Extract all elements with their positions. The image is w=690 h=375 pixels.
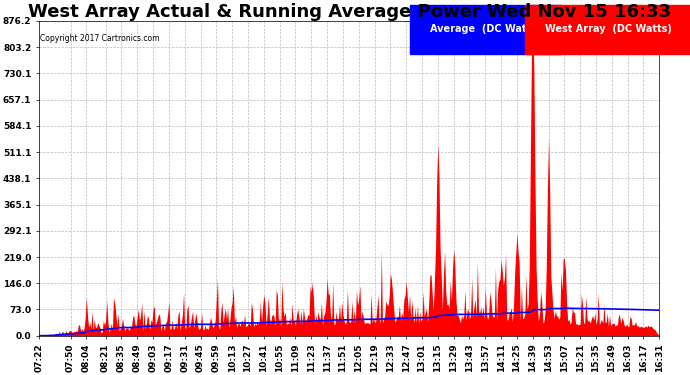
Text: West Array  (DC Watts): West Array (DC Watts) xyxy=(544,24,671,34)
Title: West Array Actual & Running Average Power Wed Nov 15 16:33: West Array Actual & Running Average Powe… xyxy=(28,3,671,21)
Text: Copyright 2017 Cartronics.com: Copyright 2017 Cartronics.com xyxy=(40,33,159,42)
Text: Average  (DC Watts): Average (DC Watts) xyxy=(430,24,541,34)
